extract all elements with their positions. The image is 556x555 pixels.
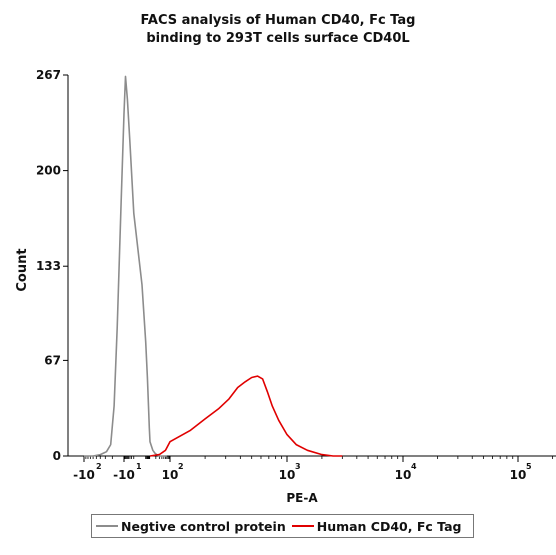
y-tick-label: 133 bbox=[36, 259, 61, 273]
legend: Negtive control protein Human CD40, Fc T… bbox=[91, 514, 475, 538]
legend-swatch-red bbox=[291, 525, 314, 527]
x-tick-exponent: 2 bbox=[178, 462, 184, 471]
chart-title-line-2: binding to 293T cells surface CD40L bbox=[146, 31, 410, 46]
x-tick-exponent: 4 bbox=[411, 462, 417, 471]
x-tick-label: 10 bbox=[162, 468, 179, 482]
x-tick-label: 10 bbox=[510, 468, 527, 482]
y-tick-label: 267 bbox=[36, 68, 61, 82]
x-tick-exponent: 1 bbox=[136, 462, 142, 471]
x-tick-label: 10 bbox=[279, 468, 296, 482]
x-tick-label: -10 bbox=[73, 468, 95, 482]
x-tick-exponent: 5 bbox=[526, 462, 532, 471]
y-tick-label: 0 bbox=[53, 449, 61, 463]
legend-item-human-cd40: Human CD40, Fc Tag bbox=[291, 518, 462, 534]
legend-item-negative-control: Negtive control protein bbox=[96, 519, 286, 534]
legend-label-human-cd40: Human CD40, Fc Tag bbox=[316, 518, 462, 534]
x-tick-label: 10 bbox=[395, 468, 412, 482]
series-line-human-cd40 bbox=[149, 375, 343, 457]
chart-title-line-1: FACS analysis of Human CD40, Fc Tag bbox=[140, 13, 416, 28]
x-tick-exponent: 2 bbox=[96, 462, 102, 471]
x-tick-label: -10 bbox=[113, 468, 135, 482]
chart-title: FACS analysis of Human CD40, Fc Tag bind… bbox=[0, 12, 556, 48]
y-axis-label: Count bbox=[15, 248, 30, 291]
y-tick-label: 200 bbox=[36, 164, 61, 178]
x-axis-label: PE-A bbox=[286, 491, 318, 505]
legend-swatch-gray bbox=[96, 525, 118, 527]
y-tick-label: 67 bbox=[44, 353, 61, 367]
series-group bbox=[84, 75, 343, 457]
series-line-negative-control bbox=[84, 75, 167, 457]
x-tick-exponent: 3 bbox=[295, 462, 301, 471]
legend-label-negative-control: Negtive control protein bbox=[121, 518, 286, 534]
